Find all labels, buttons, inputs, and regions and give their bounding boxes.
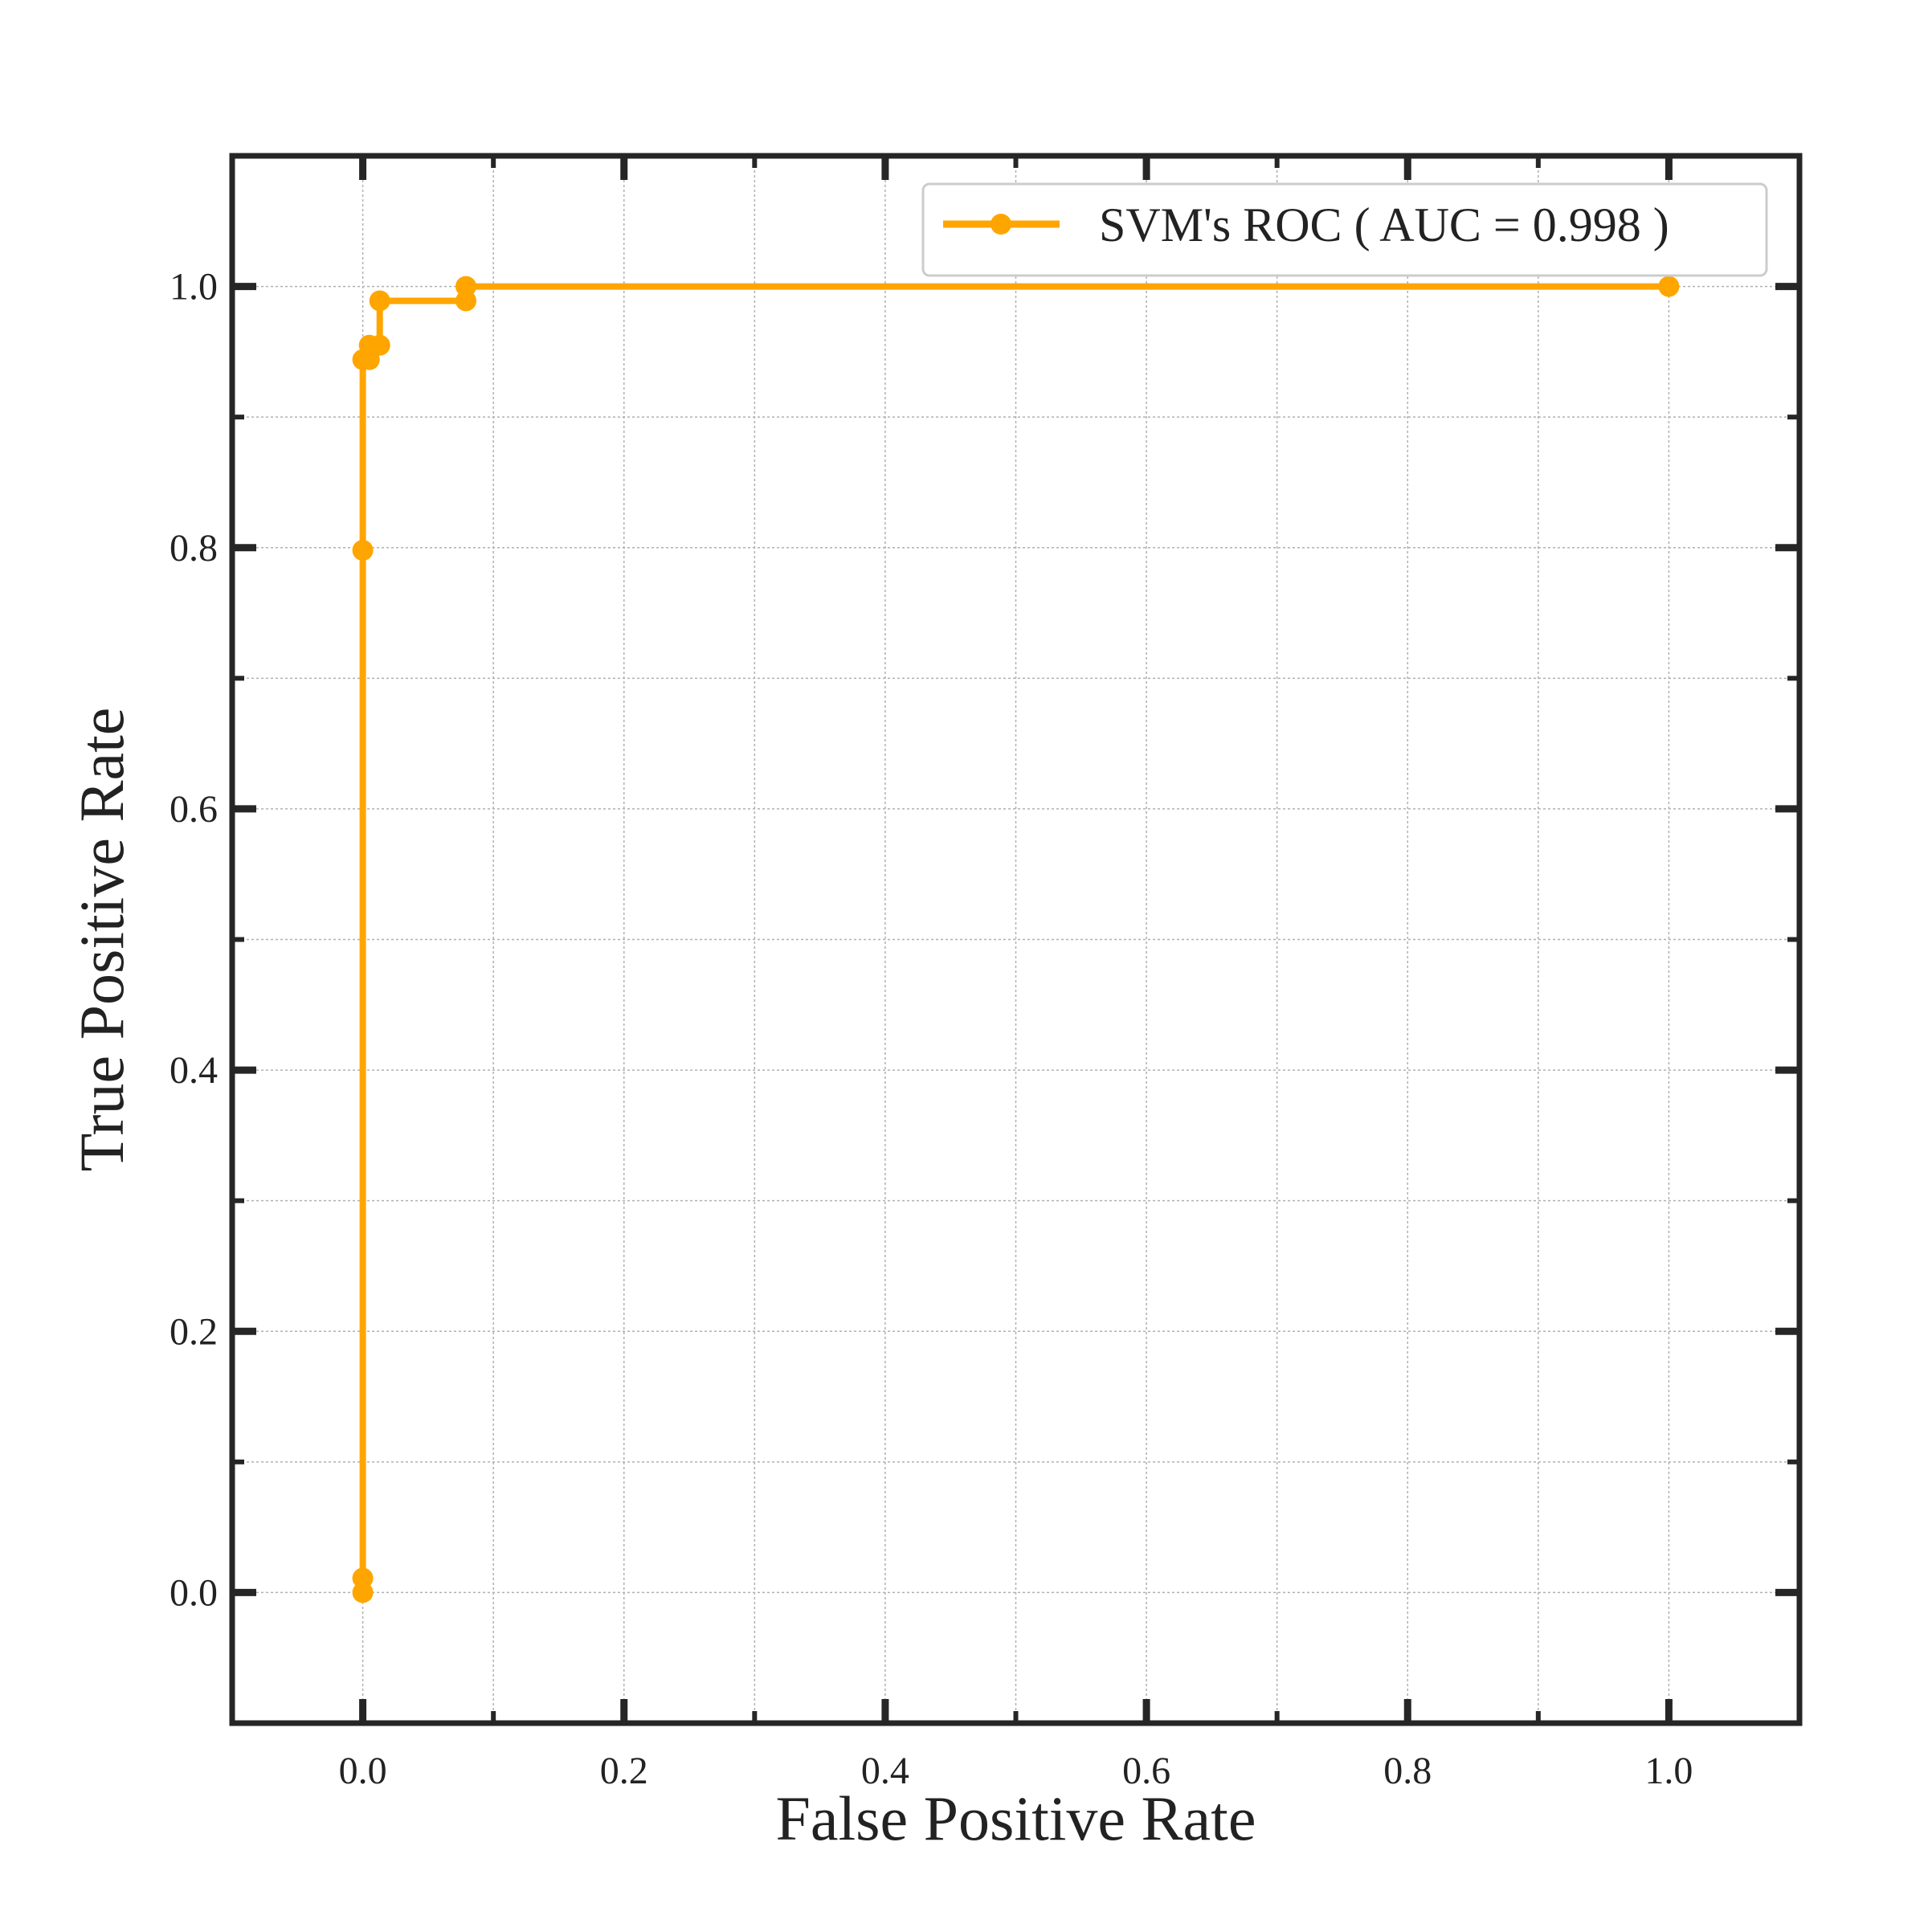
ticks [232,156,1799,1723]
x-tick-label: 0.2 [600,1750,648,1792]
y-tick-label: 0.4 [170,1049,218,1092]
grid [232,156,1799,1723]
x-tick-label: 0.6 [1122,1750,1170,1792]
legend: SVM's ROC ( AUC = 0.998 ) [921,182,1768,277]
series-point [352,1567,374,1589]
series-point [352,540,374,562]
series-point [455,290,477,312]
series-layer [352,276,1680,1603]
x-axis-label: False Positive Rate [776,1783,1256,1853]
series-point [352,1582,374,1603]
x-tick-label: 0.0 [339,1750,387,1792]
series-point [455,276,477,297]
series-point [1658,276,1680,297]
y-tick-label: 1.0 [170,266,218,308]
x-tick-label: 0.4 [861,1750,909,1792]
x-tick-label: 0.8 [1383,1750,1432,1792]
series-point [358,349,380,370]
y-tick-label: 0.2 [170,1310,218,1353]
legend-label: SVM's ROC ( AUC = 0.998 ) [1099,198,1669,251]
series-point [369,290,390,312]
y-axis-label: True Positive Rate [67,708,137,1172]
legend-box [921,182,1768,277]
legend-marker-sample [991,214,1011,235]
series-point [369,334,390,356]
tick-labels: 0.0 0.2 0.4 0.6 0.8 1.0 0.0 0.2 0.4 0.6 0.8 1.0 [170,266,1693,1792]
y-tick-label: 0.6 [170,788,218,831]
y-tick-label: 0.8 [170,527,218,570]
x-tick-label: 1.0 [1644,1750,1693,1792]
y-tick-label: 0.0 [170,1571,218,1614]
